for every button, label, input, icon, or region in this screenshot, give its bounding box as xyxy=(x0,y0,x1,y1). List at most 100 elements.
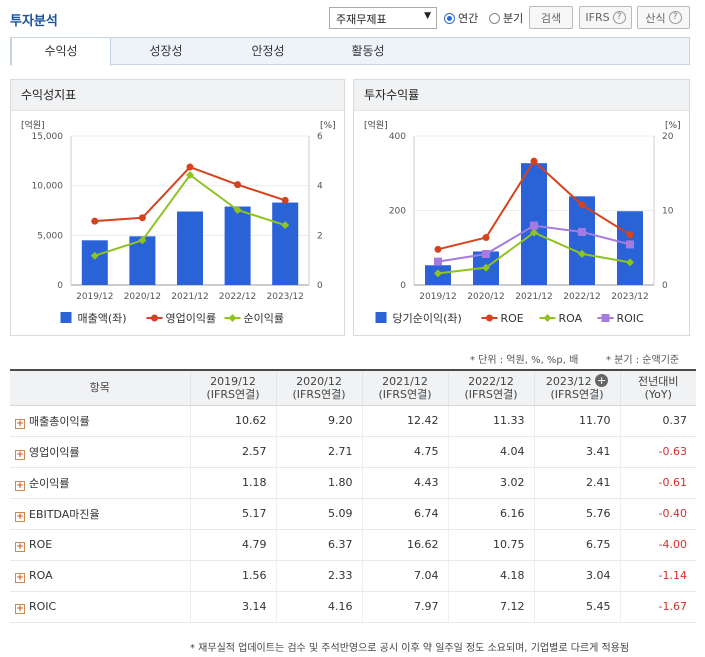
series-marker xyxy=(578,201,586,209)
row-label: 매출총이익률 xyxy=(29,414,90,428)
x-tick-label: 2022/12 xyxy=(219,292,256,302)
value-cell: 7.04 xyxy=(361,560,448,592)
row-label-cell[interactable]: + 영업이익률 xyxy=(10,436,190,468)
page-title: 투자분석 xyxy=(10,14,58,29)
value-cell: 11.70 xyxy=(533,405,620,437)
series-marker xyxy=(434,269,442,278)
value-cell: 3.04 xyxy=(533,560,620,592)
table-row: + 순이익률 1.18 1.80 4.43 3.02 2.41 -0.61 xyxy=(10,467,696,499)
expand-plus-icon[interactable]: + xyxy=(15,511,25,522)
yoy-cell: -1.67 xyxy=(619,591,696,623)
expand-plus-icon[interactable]: + xyxy=(15,480,25,491)
statement-type-value: 주재무제표 xyxy=(336,13,387,26)
series-marker xyxy=(91,217,99,225)
value-cell: 3.02 xyxy=(447,467,534,499)
ifrs-help-button[interactable]: IFRS ? xyxy=(579,6,632,29)
series-marker xyxy=(233,206,242,215)
value-cell: 2.33 xyxy=(275,560,362,592)
help-icon: ? xyxy=(668,11,682,24)
row-label: 순이익률 xyxy=(29,476,70,490)
chart-heading: 수익성지표 xyxy=(11,80,344,111)
tab-profitability[interactable]: 수익성 xyxy=(11,38,111,66)
tab-growth[interactable]: 성장성 xyxy=(149,44,183,58)
left-tick-label: 5,000 xyxy=(37,231,63,241)
x-tick-label: 2023/12 xyxy=(267,292,304,302)
value-cell: 2.57 xyxy=(189,436,276,468)
value-cell: 4.18 xyxy=(447,560,534,592)
value-cell: 4.75 xyxy=(361,436,448,468)
legend-label: 당기순이익(좌) xyxy=(393,312,462,325)
value-cell: 9.20 xyxy=(275,405,362,437)
yoy-cell: 0.37 xyxy=(619,405,696,437)
expand-plus-icon[interactable]: + xyxy=(15,603,25,614)
series-marker xyxy=(482,250,490,259)
basis-label: (IFRS연결) xyxy=(206,387,260,401)
table-header-row: 항목 2019/12 (IFRS연결) 2020/12 (IFRS연결) 2021/… xyxy=(10,370,696,406)
value-cell: 6.75 xyxy=(533,529,620,561)
row-label: ROE xyxy=(29,537,53,551)
series-marker xyxy=(578,227,586,236)
return-chart-panel: 투자수익률 [억원] [%] 0 200 400 0 10 20 2019/12 2020/12 2… xyxy=(353,79,690,336)
row-label-cell[interactable]: + EBITDA마진율 xyxy=(10,498,190,530)
series-marker xyxy=(626,258,634,267)
expand-plus-icon[interactable]: + xyxy=(15,449,25,460)
expand-plus-icon[interactable]: + xyxy=(15,541,25,552)
legend-marker xyxy=(228,314,237,322)
footnote: * 재무실적 업데이트는 검수 및 주석반영으로 공시 이후 약 일주일 정도 … xyxy=(190,643,630,654)
value-cell: 5.17 xyxy=(189,498,276,530)
right-tick-label: 0 xyxy=(662,281,668,291)
annual-radio[interactable]: 연간 xyxy=(444,10,478,26)
statement-type-select[interactable]: 주재무제표 ▼ xyxy=(329,7,437,29)
value-cell: 3.41 xyxy=(533,436,620,468)
legend-label: 순이익률 xyxy=(244,312,284,325)
basis-label: (IFRS연결) xyxy=(464,387,518,401)
left-tick-label: 200 xyxy=(389,207,406,217)
help-icon: ? xyxy=(612,11,626,24)
tab-stability[interactable]: 안정성 xyxy=(251,44,285,58)
row-label-cell[interactable]: + ROE xyxy=(10,529,190,561)
series-marker xyxy=(626,240,634,249)
value-cell: 5.76 xyxy=(533,498,620,530)
year-label: 2022/12 xyxy=(468,374,514,388)
unit-note: * 단위 : 억원, %, %p, 배 xyxy=(470,355,579,366)
profitability-chart: [억원] [%] 0 5,000 10,000 15,000 0 2 4 6 2019/12 2020… xyxy=(21,119,336,325)
year-label: 2020/12 xyxy=(296,374,342,388)
chevron-down-icon: ▼ xyxy=(424,11,431,21)
bar xyxy=(129,236,156,285)
basis-label: (IFRS연결) xyxy=(292,387,346,401)
add-column-icon[interactable]: + xyxy=(595,374,609,388)
series-marker xyxy=(626,231,634,239)
expand-plus-icon[interactable]: + xyxy=(15,418,25,429)
annual-radio-label: 연간 xyxy=(458,12,479,25)
row-label-cell[interactable]: + 순이익률 xyxy=(10,467,190,499)
row-label-cell[interactable]: + ROA xyxy=(10,560,190,592)
radio-unchecked-icon xyxy=(489,12,500,24)
table-row: + ROIC 3.14 4.16 7.97 7.12 5.45 -1.67 xyxy=(10,591,696,623)
bar xyxy=(81,240,108,285)
yoy-label: 전년대비 xyxy=(638,374,679,388)
left-tick-label: 0 xyxy=(57,281,63,291)
quarter-radio[interactable]: 분기 xyxy=(489,10,523,26)
value-cell: 1.18 xyxy=(189,467,276,499)
formula-help-button[interactable]: 산식 ? xyxy=(637,6,690,29)
bar xyxy=(272,202,299,285)
profitability-chart-panel: 수익성지표 [억원] [%] 0 5,000 10,000 15,000 0 2 4 6 2019/… xyxy=(10,79,345,336)
x-tick-label: 2023/12 xyxy=(611,292,648,302)
series-marker xyxy=(530,228,538,237)
bar xyxy=(224,206,251,285)
search-button[interactable]: 검색 xyxy=(529,6,573,29)
expand-plus-icon[interactable]: + xyxy=(15,572,25,583)
left-tick-label: 15,000 xyxy=(32,132,64,142)
yoy-cell: -1.14 xyxy=(619,560,696,592)
tab-activity[interactable]: 활동성 xyxy=(351,44,385,58)
yoy-cell: -0.63 xyxy=(619,436,696,468)
series-marker xyxy=(530,157,538,165)
row-label-cell[interactable]: + 매출총이익률 xyxy=(10,405,190,437)
year-column-header: 2022/12 (IFRS연결) xyxy=(447,370,534,406)
value-cell: 3.14 xyxy=(189,591,276,623)
legend-marker xyxy=(543,314,552,322)
table-row: + EBITDA마진율 5.17 5.09 6.74 6.16 5.76 -0.40 xyxy=(10,498,696,530)
row-label-cell[interactable]: + ROIC xyxy=(10,591,190,623)
x-tick-label: 2021/12 xyxy=(171,292,208,302)
series-marker xyxy=(434,257,442,266)
